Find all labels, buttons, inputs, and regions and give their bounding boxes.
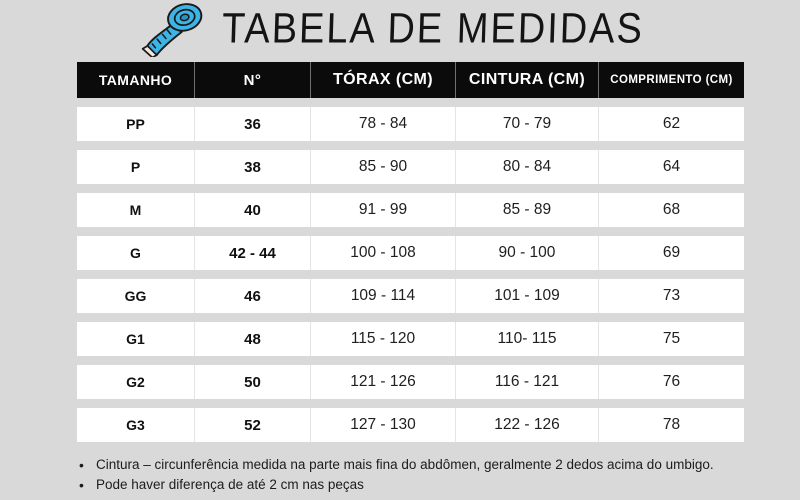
size-table-header-row: TAMANHO N° TÓRAX (CM) CINTURA (CM) COMPRIMEN… bbox=[77, 62, 744, 98]
cell-torax: 85 - 90 bbox=[310, 150, 455, 184]
table-row: G3 52 127 - 130 122 - 126 78 bbox=[77, 408, 744, 442]
cell-tamanho: G2 bbox=[77, 365, 194, 399]
cell-comprimento: 73 bbox=[598, 279, 744, 313]
cell-tamanho: G1 bbox=[77, 322, 194, 356]
cell-cintura: 85 - 89 bbox=[455, 193, 598, 227]
cell-comprimento: 64 bbox=[598, 150, 744, 184]
table-row: M 40 91 - 99 85 - 89 68 bbox=[77, 193, 744, 227]
table-row: G1 48 115 - 120 110- 115 75 bbox=[77, 322, 744, 356]
size-table-body: PP 36 78 - 84 70 - 79 62 P 38 85 - 90 80 - 84 64 M… bbox=[77, 107, 744, 442]
cell-numero: 36 bbox=[194, 107, 310, 141]
table-row: PP 36 78 - 84 70 - 79 62 bbox=[77, 107, 744, 141]
cell-comprimento: 75 bbox=[598, 322, 744, 356]
cell-torax: 121 - 126 bbox=[310, 365, 455, 399]
cell-tamanho: G3 bbox=[77, 408, 194, 442]
cell-comprimento: 76 bbox=[598, 365, 744, 399]
table-row: P 38 85 - 90 80 - 84 64 bbox=[77, 150, 744, 184]
cell-numero: 40 bbox=[194, 193, 310, 227]
cell-numero: 38 bbox=[194, 150, 310, 184]
column-header-comprimento: COMPRIMENTO (CM) bbox=[598, 62, 744, 98]
cell-tamanho: M bbox=[77, 193, 194, 227]
cell-torax: 78 - 84 bbox=[310, 107, 455, 141]
cell-cintura: 101 - 109 bbox=[455, 279, 598, 313]
list-item: Pode haver diferença de até 2 cm nas peç… bbox=[70, 475, 760, 495]
cell-numero: 48 bbox=[194, 322, 310, 356]
cell-numero: 46 bbox=[194, 279, 310, 313]
cell-comprimento: 68 bbox=[598, 193, 744, 227]
column-header-torax: TÓRAX (CM) bbox=[310, 62, 455, 98]
cell-numero: 50 bbox=[194, 365, 310, 399]
cell-cintura: 70 - 79 bbox=[455, 107, 598, 141]
cell-torax: 91 - 99 bbox=[310, 193, 455, 227]
cell-torax: 127 - 130 bbox=[310, 408, 455, 442]
cell-tamanho: G bbox=[77, 236, 194, 270]
page-title: TABELA DE MEDIDAS bbox=[221, 4, 645, 52]
table-row: GG 46 109 - 114 101 - 109 73 bbox=[77, 279, 744, 313]
cell-cintura: 110- 115 bbox=[455, 322, 598, 356]
column-header-tamanho: TAMANHO bbox=[77, 62, 194, 98]
size-table: TAMANHO N° TÓRAX (CM) CINTURA (CM) COMPRIMEN… bbox=[77, 53, 744, 451]
cell-cintura: 122 - 126 bbox=[455, 408, 598, 442]
cell-cintura: 80 - 84 bbox=[455, 150, 598, 184]
cell-cintura: 90 - 100 bbox=[455, 236, 598, 270]
cell-numero: 52 bbox=[194, 408, 310, 442]
cell-torax: 115 - 120 bbox=[310, 322, 455, 356]
cell-comprimento: 69 bbox=[598, 236, 744, 270]
cell-torax: 109 - 114 bbox=[310, 279, 455, 313]
page-header: TABELA DE MEDIDAS bbox=[140, 1, 645, 59]
cell-cintura: 116 - 121 bbox=[455, 365, 598, 399]
table-row: G2 50 121 - 126 116 - 121 76 bbox=[77, 365, 744, 399]
cell-numero: 42 - 44 bbox=[194, 236, 310, 270]
cell-comprimento: 78 bbox=[598, 408, 744, 442]
table-row: G 42 - 44 100 - 108 90 - 100 69 bbox=[77, 236, 744, 270]
column-header-numero: N° bbox=[194, 62, 310, 98]
cell-comprimento: 62 bbox=[598, 107, 744, 141]
list-item: Cintura – circunferência medida na parte… bbox=[70, 455, 760, 475]
cell-tamanho: GG bbox=[77, 279, 194, 313]
cell-torax: 100 - 108 bbox=[310, 236, 455, 270]
column-header-cintura: CINTURA (CM) bbox=[455, 62, 598, 98]
measuring-tape-icon bbox=[140, 1, 212, 59]
cell-tamanho: PP bbox=[77, 107, 194, 141]
cell-tamanho: P bbox=[77, 150, 194, 184]
notes-list: Cintura – circunferência medida na parte… bbox=[70, 455, 760, 495]
